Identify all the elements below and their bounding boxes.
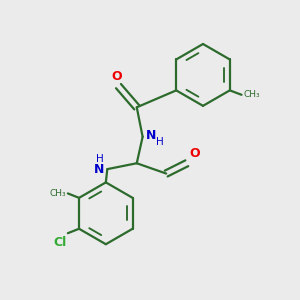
Text: O: O [190, 147, 200, 160]
Text: CH₃: CH₃ [50, 189, 66, 198]
Text: N: N [93, 163, 104, 176]
Text: Cl: Cl [53, 236, 66, 248]
Text: N: N [146, 129, 157, 142]
Text: O: O [112, 70, 122, 83]
Text: H: H [156, 137, 164, 147]
Text: CH₃: CH₃ [243, 90, 260, 99]
Text: H: H [96, 154, 104, 164]
